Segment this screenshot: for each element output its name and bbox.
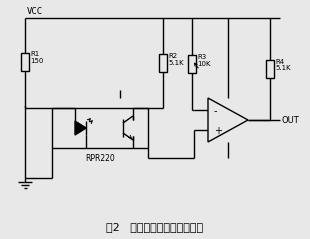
Text: +: + bbox=[214, 126, 222, 136]
Text: -: - bbox=[214, 106, 218, 116]
Bar bbox=[266, 60, 274, 78]
Text: R2
5.1K: R2 5.1K bbox=[168, 53, 184, 65]
Bar bbox=[21, 53, 29, 71]
Text: 图2   红外光电对管传感器电路: 图2 红外光电对管传感器电路 bbox=[106, 222, 204, 232]
Polygon shape bbox=[208, 98, 248, 142]
Bar bbox=[52, 108, 148, 148]
Polygon shape bbox=[75, 121, 86, 135]
Text: R3
10K: R3 10K bbox=[197, 54, 210, 67]
Text: RPR220: RPR220 bbox=[85, 154, 115, 163]
Bar bbox=[159, 54, 167, 72]
Text: R1
150: R1 150 bbox=[30, 51, 43, 64]
Text: VCC: VCC bbox=[27, 7, 43, 16]
Text: OUT: OUT bbox=[282, 115, 300, 125]
Text: R4
5.1K: R4 5.1K bbox=[275, 59, 291, 71]
Bar bbox=[188, 55, 196, 73]
